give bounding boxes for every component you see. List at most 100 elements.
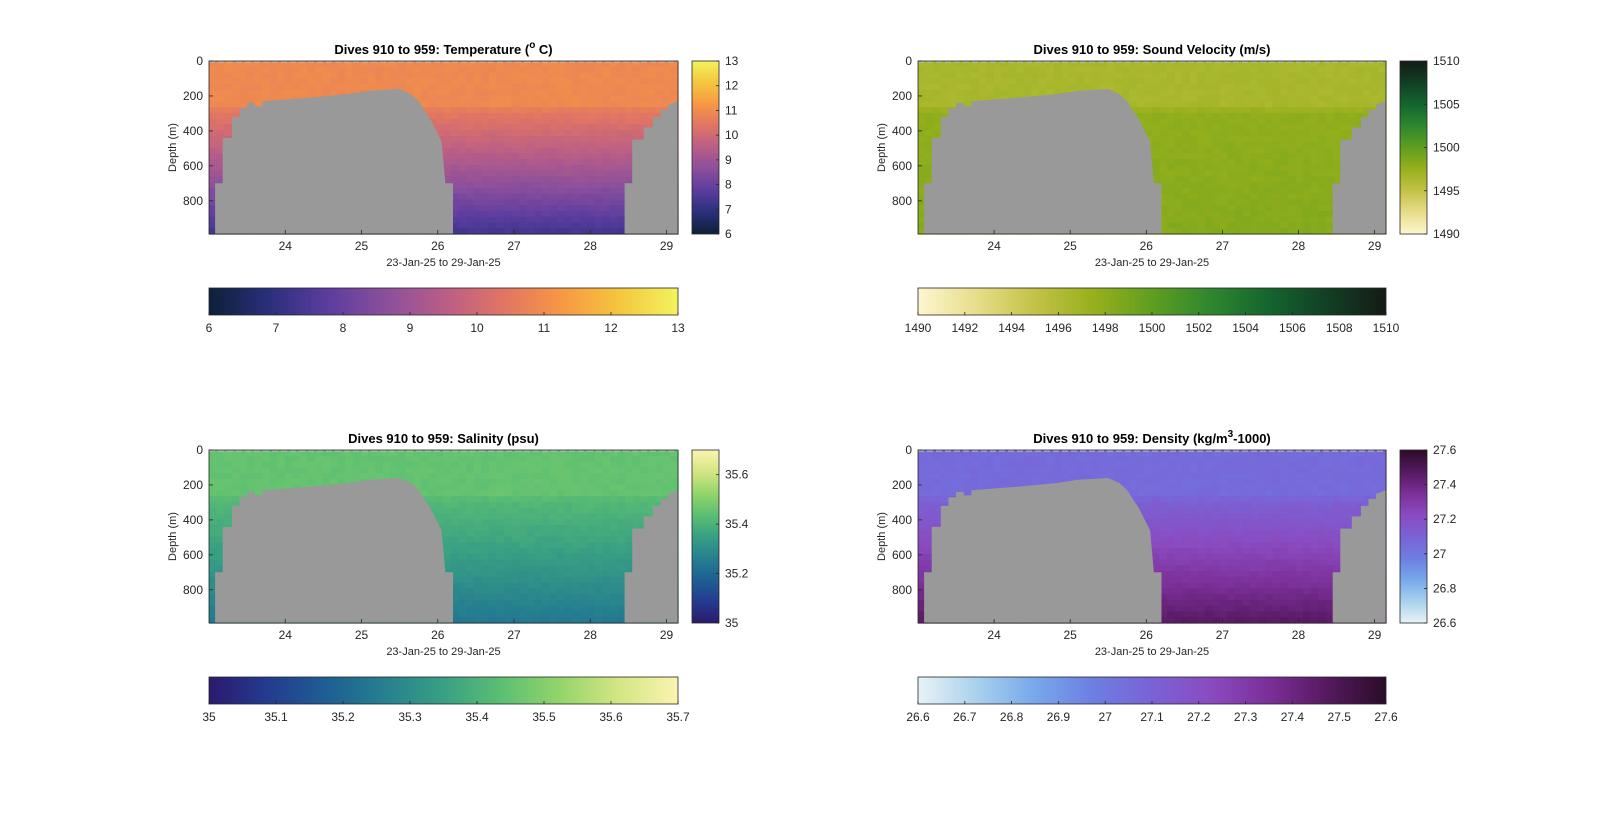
heatmap-cell [1318,176,1327,183]
heatmap-cell [925,112,934,120]
heatmap-cell [435,450,445,457]
x-tick-label: 28 [1292,239,1306,253]
heatmap-cell [481,112,490,120]
heatmap-cell [1355,61,1364,68]
heatmap-cell [617,222,626,229]
heatmap-cell [420,107,429,114]
heatmap-cell [1318,199,1327,206]
heatmap-cell [918,182,927,189]
heatmap-cell [209,66,218,74]
heatmap-cell [420,78,429,85]
heatmap-cell [1295,101,1304,108]
heatmap-cell [511,164,520,172]
heatmap-cell [398,450,407,457]
heatmap-cell [443,130,452,137]
heatmap-cell [587,84,596,91]
heatmap-cell [375,467,384,474]
heatmap-cell [534,141,543,149]
heatmap-cell [1212,147,1221,154]
heatmap-cell [496,216,505,224]
heatmap-cell [330,78,339,85]
heatmap-cell [261,478,271,486]
heatmap-cell [382,467,392,474]
heatmap-cell [1250,153,1259,160]
heatmap-cell [534,210,543,218]
heatmap-cell [1212,101,1221,108]
heatmap-cell [504,66,513,74]
heatmap-cell [504,135,513,143]
heatmap-cell [216,542,225,549]
heatmap-cell [473,565,482,572]
heatmap-cell [1235,205,1244,212]
heatmap-cell [209,461,218,468]
heatmap-cell [541,95,550,102]
heatmap-cell [948,61,957,68]
heatmap-cell [443,565,452,572]
heatmap-cell [466,176,475,183]
heatmap-cell [481,530,490,538]
heatmap-cell [1144,78,1153,85]
heatmap-cell [1333,176,1342,183]
chart-title: Dives 910 to 959: Sound Velocity (m/s) [1034,42,1271,57]
heatmap-cell [209,553,218,561]
heatmap-cell [549,176,558,183]
heatmap-cell [511,84,520,91]
heatmap-cell [572,176,581,183]
heatmap-cell [1174,89,1183,97]
heatmap-cell [231,473,240,480]
heatmap-cell [473,536,482,543]
heatmap-cell [640,61,649,68]
heatmap-cell [1189,61,1198,68]
heatmap-cell [1272,107,1281,114]
heatmap-cell [209,89,218,97]
heatmap-cell [594,147,603,154]
heatmap-cell [579,228,588,235]
heatmap-cell [1310,159,1319,166]
heatmap-cell [481,153,490,160]
heatmap-cell [224,72,233,79]
heatmap-cell [1302,141,1312,149]
heatmap-cell [1046,78,1055,85]
heatmap-cell [609,141,619,149]
heatmap-cell [458,61,467,68]
heatmap-cell [1152,61,1161,68]
heatmap-cell [246,461,255,468]
heatmap-cell [481,187,490,195]
heatmap-cell [1257,228,1266,235]
heatmap-cell [209,164,218,172]
heatmap-cell [451,66,460,74]
heatmap-cell [488,153,498,160]
heatmap-cell [647,118,656,126]
heatmap-cell [572,95,581,102]
heatmap-cell [594,193,603,200]
heatmap-cell [473,141,482,149]
heatmap-cell [292,78,301,85]
heatmap-cell [473,107,482,114]
heatmap-cell [572,205,581,212]
heatmap-cell [443,153,452,160]
heatmap-cell [451,61,460,68]
heatmap-cell [1046,84,1055,91]
heatmap-cell [1091,61,1100,68]
heatmap-cell [488,135,498,143]
heatmap-cell [451,594,460,601]
heatmap-cell [963,78,972,85]
heatmap-cell [1001,84,1010,91]
heatmap-cell [239,66,248,74]
heatmap-cell [1227,199,1236,206]
heatmap-cell [1182,66,1191,74]
colorbar-bottom-tick-label: 13 [671,321,685,335]
heatmap-cell [209,507,218,515]
heatmap-cell [1182,107,1191,114]
heatmap-cell [1212,141,1221,149]
heatmap-cell [556,118,566,126]
heatmap-cell [360,461,369,468]
heatmap-cell [504,153,513,160]
heatmap-cell [662,89,672,97]
heatmap-cell [1167,147,1176,154]
colorbar-right-tick-label: 6 [725,227,732,241]
heatmap-cell [231,107,240,114]
heatmap-cell [1235,89,1244,97]
heatmap-cell [209,513,218,520]
heatmap-cell [466,588,475,595]
